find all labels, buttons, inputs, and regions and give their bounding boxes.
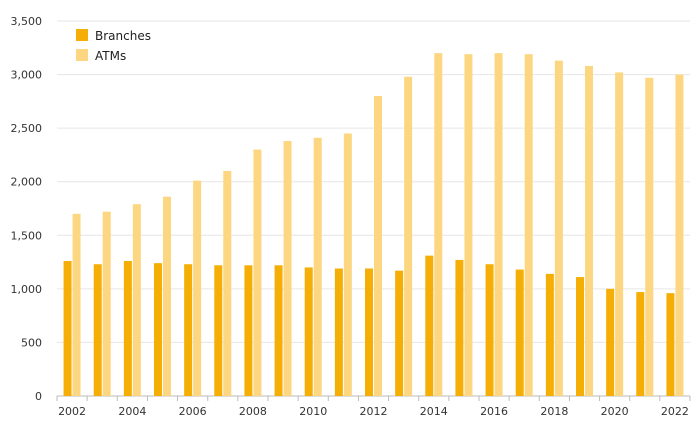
bar-branches-2003 [93,264,102,396]
bar-atms-2020 [615,72,624,396]
bar-atms-2007 [223,171,232,396]
bar-atms-2010 [313,137,322,397]
bar-branches-2011 [334,268,343,396]
bar-atms-2009 [283,141,292,396]
x-tick-label: 2012 [360,405,388,418]
y-tick-label: 2,000 [11,176,43,189]
bar-branches-2013 [395,270,404,396]
legend-label-atms: ATMs [95,49,126,63]
x-tick-label: 2022 [661,405,689,418]
bar-branches-2014 [425,255,434,396]
bar-branches-2006 [184,264,193,396]
bar-branches-2008 [244,265,253,396]
bar-branches-2010 [304,267,313,396]
bar-atms-2003 [102,211,111,396]
bar-atms-2004 [132,204,141,396]
bar-branches-2012 [365,268,373,396]
bar-branches-2005 [154,263,162,396]
bar-branches-2020 [606,288,615,396]
y-tick-label: 1,500 [11,229,43,242]
bar-atms-2015 [464,54,473,396]
y-tick-label: 3,500 [11,15,43,28]
bar-atms-2016 [494,53,503,397]
bar-atms-2006 [193,180,202,396]
x-tick-label: 2010 [299,405,327,418]
legend-swatch-branches [76,29,88,41]
bar-branches-2002 [63,261,72,396]
bar-branches-2018 [545,273,554,396]
bar-atms-2022 [675,74,684,397]
bar-atms-2019 [585,66,593,396]
y-tick-label: 0 [35,390,42,403]
bar-branches-2016 [485,264,494,396]
bar-atms-2012 [374,96,382,396]
bar-branches-2017 [515,269,524,396]
grid-lines [57,20,690,397]
bar-atms-2005 [163,196,171,396]
legend: Branches ATMs [76,29,151,63]
x-tick-label: 2002 [58,405,86,418]
y-axis: 0 500 1,000 1,500 2,000 2,500 3,000 3,500 [11,15,43,403]
y-tick-label: 2,500 [11,122,43,135]
y-tick-label: 1,000 [11,283,43,296]
bar-atms-2011 [343,133,352,396]
bar-branches-2022 [666,293,675,396]
bar-atms-2018 [554,60,563,397]
y-tick-label: 500 [21,336,42,349]
y-tick-label: 3,000 [11,69,43,82]
bar-atms-2008 [253,149,262,396]
x-tick-label: 2016 [480,405,508,418]
x-tick-label: 2020 [601,405,629,418]
bar-branches-2019 [576,277,584,396]
bar-branches-2004 [123,261,132,396]
x-tick-label: 2014 [420,405,448,418]
bar-branches-2007 [214,265,223,396]
bar-branches-2015 [455,259,464,396]
x-tick-label: 2004 [118,405,146,418]
bar-branches-2021 [636,292,645,396]
x-tick-label: 2008 [239,405,267,418]
bars [63,53,684,397]
x-tick-label: 2006 [179,405,207,418]
bar-atms-2002 [72,213,81,396]
x-tick-label: 2018 [540,405,568,418]
bar-atms-2021 [645,77,654,397]
bar-branches-2009 [274,265,283,396]
bar-atms-2014 [434,53,443,397]
bar-atms-2013 [404,76,413,396]
bar-atms-2017 [524,54,533,396]
legend-swatch-atms [76,49,88,61]
legend-label-branches: Branches [95,29,151,43]
x-axis: 2002 2004 2006 2008 2010 2012 2014 2016 2018 2020… [56,396,691,418]
